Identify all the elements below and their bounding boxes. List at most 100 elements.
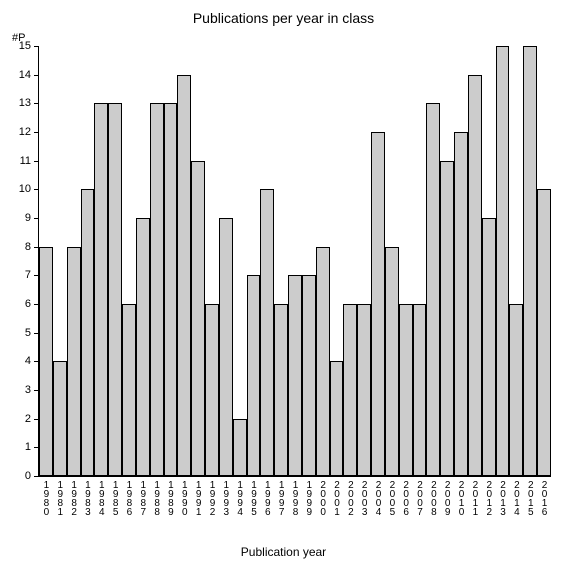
x-tick-label: 2006 bbox=[401, 480, 411, 516]
x-tick-label: 1990 bbox=[179, 480, 189, 516]
y-tick bbox=[34, 247, 39, 248]
y-tick-label: 12 bbox=[19, 126, 31, 138]
bar bbox=[150, 103, 164, 476]
chart-title: Publications per year in class bbox=[0, 10, 567, 26]
bar bbox=[468, 75, 482, 476]
bar bbox=[413, 304, 427, 476]
x-tick-label: 1999 bbox=[304, 480, 314, 516]
x-tick-label: 2015 bbox=[525, 480, 535, 516]
bar bbox=[482, 218, 496, 476]
bar bbox=[53, 361, 67, 476]
bar bbox=[94, 103, 108, 476]
x-tick-label: 1989 bbox=[165, 480, 175, 516]
bar bbox=[316, 247, 330, 476]
x-tick-label: 1991 bbox=[193, 480, 203, 516]
y-tick bbox=[34, 304, 39, 305]
y-tick-label: 13 bbox=[19, 97, 31, 109]
y-tick-label: 1 bbox=[25, 441, 31, 453]
x-tick-label: 1981 bbox=[55, 480, 65, 516]
y-tick bbox=[34, 476, 39, 477]
y-tick-label: 2 bbox=[25, 413, 31, 425]
bar bbox=[330, 361, 344, 476]
y-tick-label: 10 bbox=[19, 183, 31, 195]
y-tick-label: 15 bbox=[19, 40, 31, 52]
x-tick-label: 1983 bbox=[82, 480, 92, 516]
y-tick-label: 9 bbox=[25, 212, 31, 224]
y-tick bbox=[34, 447, 39, 448]
y-tick-label: 0 bbox=[25, 470, 31, 482]
bar bbox=[426, 103, 440, 476]
x-tick-label: 1996 bbox=[262, 480, 272, 516]
chart-container: Publications per year in class #P 012345… bbox=[0, 0, 567, 567]
bar bbox=[233, 419, 247, 476]
y-tick bbox=[34, 46, 39, 47]
x-tick-label: 2011 bbox=[470, 480, 480, 516]
bar bbox=[247, 275, 261, 476]
x-tick-label: 2014 bbox=[511, 480, 521, 516]
y-tick bbox=[34, 132, 39, 133]
bar bbox=[537, 189, 551, 476]
bar bbox=[509, 304, 523, 476]
y-tick-label: 3 bbox=[25, 384, 31, 396]
x-tick-label: 2002 bbox=[345, 480, 355, 516]
x-tick-label: 1994 bbox=[235, 480, 245, 516]
bar bbox=[177, 75, 191, 476]
bar bbox=[81, 189, 95, 476]
x-tick-label: 2003 bbox=[359, 480, 369, 516]
y-tick bbox=[34, 390, 39, 391]
bars-group bbox=[39, 46, 551, 476]
x-tick-label: 2013 bbox=[498, 480, 508, 516]
y-tick bbox=[34, 189, 39, 190]
x-axis-title: Publication year bbox=[0, 545, 567, 559]
y-tick bbox=[34, 333, 39, 334]
bar bbox=[288, 275, 302, 476]
bar bbox=[440, 161, 454, 476]
x-tick-label: 1986 bbox=[124, 480, 134, 516]
y-tick bbox=[34, 419, 39, 420]
x-tick-label: 2005 bbox=[387, 480, 397, 516]
x-tick-label: 2007 bbox=[415, 480, 425, 516]
bar bbox=[136, 218, 150, 476]
bar bbox=[385, 247, 399, 476]
x-tick-label: 1988 bbox=[152, 480, 162, 516]
bar bbox=[399, 304, 413, 476]
bar bbox=[274, 304, 288, 476]
x-tick-label: 1980 bbox=[41, 480, 51, 516]
bar bbox=[39, 247, 53, 476]
x-tick-label: 2008 bbox=[428, 480, 438, 516]
x-tick-label: 2009 bbox=[442, 480, 452, 516]
bar bbox=[496, 46, 510, 476]
y-tick-label: 7 bbox=[25, 269, 31, 281]
y-tick-label: 6 bbox=[25, 298, 31, 310]
bar bbox=[191, 161, 205, 476]
x-tick-label: 1992 bbox=[207, 480, 217, 516]
y-tick bbox=[34, 75, 39, 76]
bar bbox=[108, 103, 122, 476]
x-tick-label: 2016 bbox=[539, 480, 549, 516]
y-tick bbox=[34, 361, 39, 362]
y-tick-label: 4 bbox=[25, 355, 31, 367]
bar bbox=[343, 304, 357, 476]
x-tick-label: 2012 bbox=[484, 480, 494, 516]
plot-area: 0123456789101112131415198019811982198319… bbox=[38, 46, 551, 477]
x-tick-label: 1984 bbox=[96, 480, 106, 516]
x-tick-label: 2004 bbox=[373, 480, 383, 516]
x-tick-label: 1987 bbox=[138, 480, 148, 516]
x-tick-label: 1997 bbox=[276, 480, 286, 516]
bar bbox=[523, 46, 537, 476]
bar bbox=[302, 275, 316, 476]
y-tick-label: 8 bbox=[25, 241, 31, 253]
x-tick-label: 1995 bbox=[248, 480, 258, 516]
bar bbox=[454, 132, 468, 476]
x-tick-label: 2010 bbox=[456, 480, 466, 516]
bar bbox=[357, 304, 371, 476]
bar bbox=[260, 189, 274, 476]
bar bbox=[205, 304, 219, 476]
y-tick bbox=[34, 103, 39, 104]
y-tick bbox=[34, 275, 39, 276]
y-tick-label: 11 bbox=[20, 155, 31, 167]
x-tick-label: 1982 bbox=[69, 480, 79, 516]
bar bbox=[164, 103, 178, 476]
bar bbox=[122, 304, 136, 476]
bar bbox=[219, 218, 233, 476]
